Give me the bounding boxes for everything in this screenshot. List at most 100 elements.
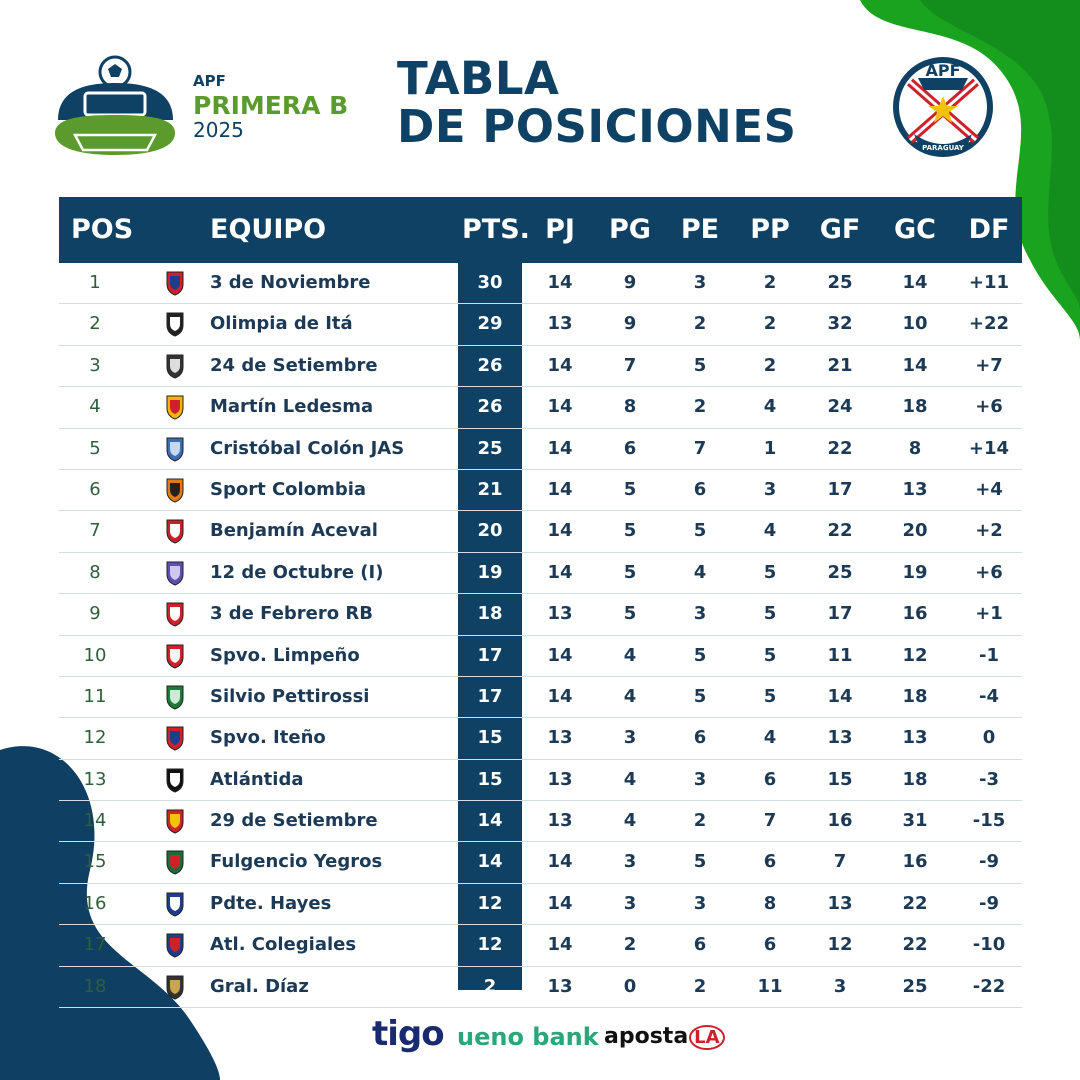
row-pe: 2 xyxy=(693,313,707,335)
table-row: 4 Martín Ledesma 26 14 8 2 4 24 18 +6 xyxy=(59,387,1022,429)
league-apf-label: APF xyxy=(193,72,226,90)
team-crest-icon xyxy=(159,477,191,503)
row-df: -9 xyxy=(979,851,999,873)
row-team-name: Gral. Díaz xyxy=(210,975,309,997)
team-crest-icon xyxy=(159,270,191,296)
row-team-name: 12 de Octubre (I) xyxy=(210,561,384,583)
table-header: POS EQUIPO PTS. PJ PG PE PP GF GC DF xyxy=(59,197,1022,263)
row-pe: 3 xyxy=(693,768,707,790)
row-position: 17 xyxy=(83,934,107,956)
row-gc: 20 xyxy=(902,520,928,542)
table-row: 1 3 de Noviembre 30 14 9 3 2 25 14 +11 xyxy=(59,263,1022,305)
row-gf: 13 xyxy=(827,727,853,749)
team-crest-icon xyxy=(159,808,191,834)
row-points: 15 xyxy=(477,768,503,790)
row-gf: 12 xyxy=(827,934,853,956)
row-points: 17 xyxy=(477,685,503,707)
row-points: 12 xyxy=(477,892,503,914)
row-team-name: Silvio Pettirossi xyxy=(210,685,370,707)
row-position: 18 xyxy=(83,975,107,997)
row-pe: 2 xyxy=(693,975,707,997)
table-row: 17 Atl. Colegiales 12 14 2 6 6 12 22 -10 xyxy=(59,925,1022,967)
row-pj: 13 xyxy=(547,975,573,997)
row-pp: 4 xyxy=(763,520,777,542)
row-points: 17 xyxy=(477,644,503,666)
sponsor-tigo: tigo xyxy=(372,1014,445,1054)
row-gc: 16 xyxy=(902,851,928,873)
row-pg: 4 xyxy=(623,768,637,790)
row-pp: 2 xyxy=(763,272,777,293)
row-gc: 8 xyxy=(908,437,922,459)
row-gc: 22 xyxy=(902,934,928,956)
row-position: 13 xyxy=(83,768,107,790)
row-gf: 17 xyxy=(827,478,853,500)
row-gf: 21 xyxy=(827,354,853,376)
row-team-name: 29 de Setiembre xyxy=(210,810,378,832)
apf-federation-logo: APF PARAGUAY xyxy=(893,57,993,157)
row-team-name: Sport Colombia xyxy=(210,478,367,500)
apf-logo-text: APF xyxy=(925,61,960,80)
row-pe: 5 xyxy=(693,851,707,873)
row-pg: 5 xyxy=(623,478,637,500)
team-crest-icon xyxy=(159,643,191,669)
sponsor-aposta-badge: LA xyxy=(689,1025,725,1050)
title-line-1: TABLA xyxy=(397,52,560,105)
row-pp: 11 xyxy=(757,975,783,997)
row-df: +14 xyxy=(968,437,1010,459)
row-pe: 2 xyxy=(693,810,707,832)
row-pj: 14 xyxy=(547,396,573,418)
points-column-highlight xyxy=(458,263,522,991)
row-df: -3 xyxy=(979,768,999,790)
header: APF PRIMERA B 2025 TABLA DE POSICIONES A… xyxy=(0,0,1080,190)
row-pj: 14 xyxy=(547,934,573,956)
row-gc: 18 xyxy=(902,396,928,418)
green-blob-top-right xyxy=(860,0,1080,340)
row-pg: 6 xyxy=(623,437,637,459)
team-crest-icon xyxy=(159,436,191,462)
row-pj: 14 xyxy=(547,685,573,707)
table-row: 5 Cristóbal Colón JAS 25 14 6 7 1 22 8 +14 xyxy=(59,429,1022,470)
row-pe: 3 xyxy=(693,272,707,293)
row-pp: 5 xyxy=(763,644,777,666)
row-pg: 5 xyxy=(623,603,637,625)
row-points: 18 xyxy=(477,603,503,625)
row-points: 25 xyxy=(477,437,503,459)
row-points: 21 xyxy=(477,478,503,500)
col-header-pp: PP xyxy=(750,214,790,245)
row-points: 14 xyxy=(477,810,503,832)
row-pe: 2 xyxy=(693,396,707,418)
row-gc: 14 xyxy=(902,354,928,376)
row-position: 8 xyxy=(89,561,101,583)
row-pp: 6 xyxy=(763,934,777,956)
row-df: -22 xyxy=(972,975,1006,997)
row-gf: 22 xyxy=(827,437,853,459)
row-pj: 14 xyxy=(547,892,573,914)
row-pg: 3 xyxy=(623,892,637,914)
col-header-pg: PG xyxy=(609,214,651,245)
row-gf: 14 xyxy=(827,685,853,707)
row-points: 15 xyxy=(477,727,503,749)
table-row: 15 Fulgencio Yegros 14 14 3 5 6 7 16 -9 xyxy=(59,842,1022,884)
team-crest-icon xyxy=(159,849,191,876)
col-header-gf: GF xyxy=(819,214,861,245)
league-year: 2025 xyxy=(193,118,244,142)
row-df: +11 xyxy=(968,272,1010,293)
row-pg: 4 xyxy=(623,685,637,707)
team-crest-icon xyxy=(159,601,191,627)
team-crest-icon xyxy=(159,684,191,710)
row-position: 16 xyxy=(83,892,107,914)
row-gc: 18 xyxy=(902,768,928,790)
row-pe: 7 xyxy=(693,437,707,459)
team-crest-icon xyxy=(159,560,191,586)
apf-logo-subtext: PARAGUAY xyxy=(922,144,965,152)
row-pp: 7 xyxy=(763,810,777,832)
col-header-pe: PE xyxy=(680,214,720,245)
row-position: 3 xyxy=(89,354,101,376)
row-gc: 22 xyxy=(902,892,928,914)
team-crest-icon xyxy=(159,518,191,544)
table-row: 14 29 de Setiembre 14 13 4 2 7 16 31 -15 xyxy=(59,801,1022,843)
title-line-2: DE POSICIONES xyxy=(397,100,797,153)
row-points: 26 xyxy=(477,354,503,376)
row-team-name: Cristóbal Colón JAS xyxy=(210,437,405,459)
